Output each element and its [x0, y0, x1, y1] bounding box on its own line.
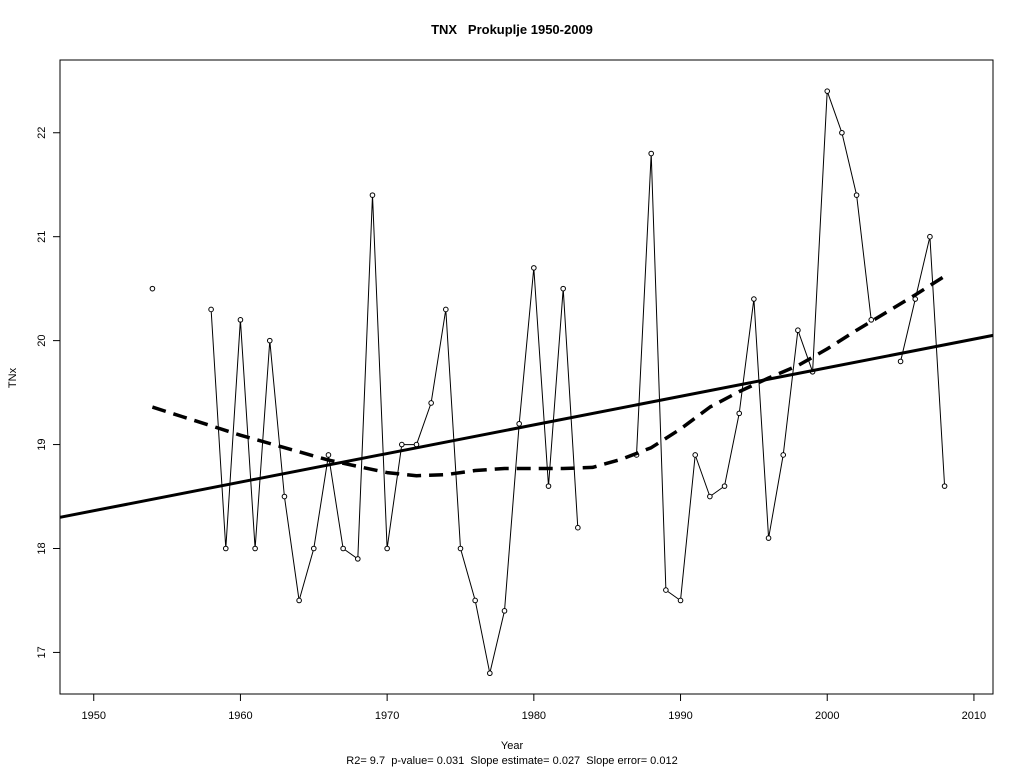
data-point	[443, 306, 449, 313]
data-point	[457, 545, 464, 552]
y-tick-label: 20	[36, 334, 48, 346]
data-point	[149, 285, 156, 292]
x-tick-label: 1960	[228, 710, 252, 722]
x-tick-label: 2010	[962, 710, 986, 722]
data-point	[648, 150, 654, 157]
data-point	[575, 524, 581, 531]
data-point	[780, 452, 787, 458]
x-tick-label: 1950	[81, 710, 105, 722]
chart-subtitle-stats: R2= 9.7 p-value= 0.031 Slope estimate= 0…	[346, 755, 678, 767]
x-axis-label: Year	[500, 740, 524, 752]
data-point	[765, 535, 772, 541]
data-point	[736, 410, 743, 417]
data-point	[692, 452, 699, 458]
data-point	[237, 317, 244, 323]
data-point	[487, 670, 493, 677]
data-point	[281, 493, 288, 500]
data-point	[868, 317, 875, 323]
data-point	[795, 327, 801, 334]
data-point	[927, 233, 933, 240]
y-tick-label: 17	[36, 646, 48, 658]
x-tick-label: 1990	[668, 710, 692, 722]
data-point	[222, 545, 229, 552]
data-point	[252, 545, 258, 552]
observed-series-line	[900, 236, 946, 487]
observed-series-line	[636, 91, 872, 602]
data-point	[325, 452, 332, 458]
data-point	[296, 597, 302, 604]
data-point	[310, 545, 317, 552]
data-point	[545, 483, 552, 489]
y-tick-label: 18	[36, 542, 48, 554]
data-point	[208, 306, 214, 313]
data-point	[677, 597, 684, 604]
data-point	[751, 296, 757, 302]
data-point	[839, 129, 845, 136]
data-point	[707, 493, 713, 500]
data-point	[501, 608, 508, 614]
data-point	[941, 483, 948, 489]
data-point	[560, 285, 566, 292]
data-point	[340, 545, 346, 552]
linear-trend-line	[59, 333, 994, 519]
y-tick-label: 19	[36, 438, 48, 450]
data-point	[369, 192, 376, 198]
chart-title: TNX Prokuplje 1950-2009	[431, 22, 593, 37]
data-point	[354, 556, 361, 562]
data-point	[853, 192, 860, 198]
observed-series-line	[210, 195, 579, 674]
data-point	[897, 358, 904, 365]
data-point	[531, 265, 537, 271]
data-point	[266, 337, 273, 344]
x-tick-label: 1970	[375, 710, 399, 722]
data-point	[516, 420, 522, 427]
data-point	[663, 587, 669, 593]
y-tick-label: 22	[36, 127, 48, 139]
plot-frame	[59, 59, 994, 695]
data-point	[428, 400, 434, 406]
smoothed-trend-line	[151, 274, 946, 478]
data-point	[384, 545, 390, 552]
data-point	[399, 441, 405, 448]
data-point	[721, 483, 728, 489]
data-point	[824, 88, 831, 94]
y-tick-label: 21	[36, 231, 48, 243]
x-tick-label: 2000	[815, 710, 839, 722]
data-point	[472, 597, 478, 604]
x-tick-label: 1980	[522, 710, 546, 722]
